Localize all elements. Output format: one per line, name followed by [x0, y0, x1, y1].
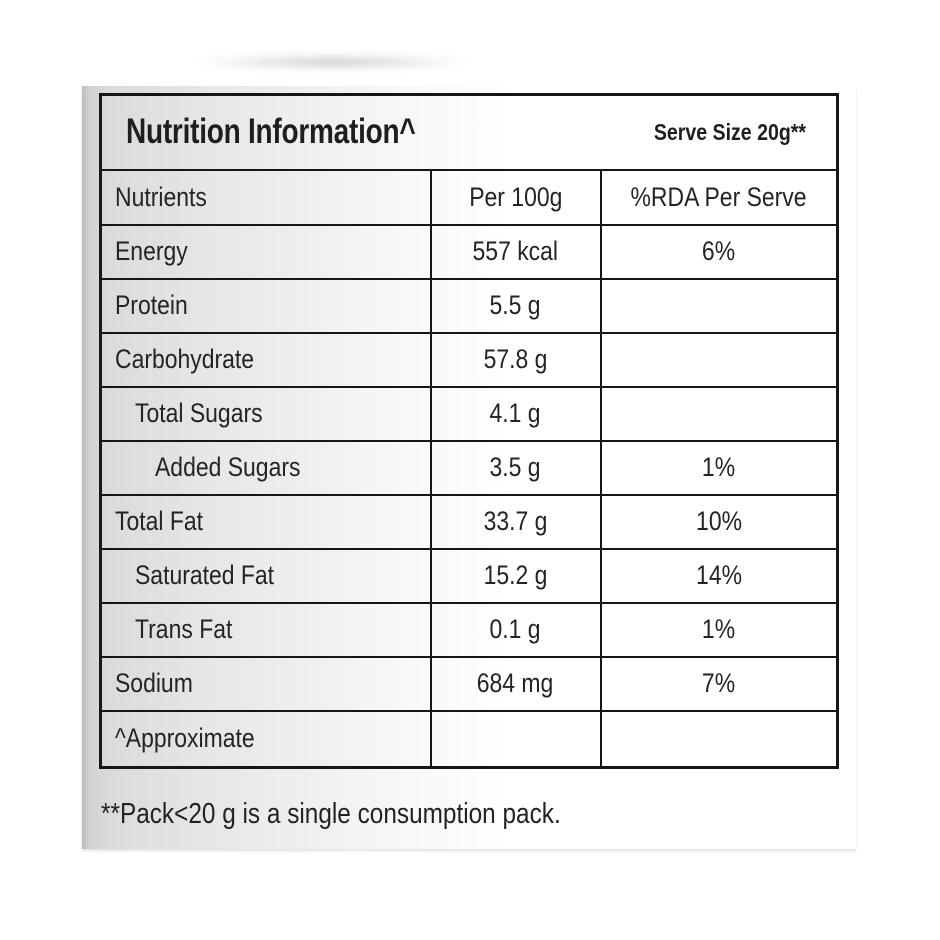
nutrient-label: Total Fat: [99, 494, 432, 550]
rda-value: 10%: [599, 494, 839, 550]
rda-value: 14%: [599, 548, 839, 604]
column-header-nutrients: Nutrients: [99, 169, 432, 226]
serve-size-text: Serve Size 20g**: [653, 118, 806, 145]
approximate-note: ^Approximate: [99, 710, 432, 769]
nutrient-label: Added Sugars: [99, 440, 432, 496]
per-100g-value: 15.2 g: [429, 548, 602, 604]
pack-footnote: **Pack<20 g is a single consumption pack…: [101, 798, 648, 831]
rda-value: 1%: [599, 602, 839, 658]
package-surface: Nutrition Information^ Serve Size 20g** …: [82, 86, 856, 849]
nutrient-label: Saturated Fat: [99, 548, 432, 604]
serve-size-cell: Serve Size 20g**: [600, 94, 838, 171]
table-row-total-sugars: Total Sugars 4.1 g: [99, 386, 839, 442]
nutrient-label: Sodium: [99, 656, 432, 712]
table-title: Nutrition Information^: [126, 112, 416, 152]
nutrition-table: Nutrition Information^ Serve Size 20g** …: [99, 93, 839, 769]
rda-value: 1%: [599, 440, 839, 496]
rda-value: [599, 386, 839, 442]
column-header-row: Nutrients Per 100g %RDA Per Serve: [99, 169, 839, 226]
table-title-cell: Nutrition Information^: [100, 94, 601, 171]
rda-value: 6%: [599, 224, 839, 280]
pack-footnote-text: **Pack<20 g is a single consumption pack…: [101, 798, 561, 830]
per-100g-value: 4.1 g: [429, 386, 602, 442]
per-100g-value: 57.8 g: [429, 332, 602, 388]
nutrient-label: Total Sugars: [99, 386, 432, 442]
per-100g-value: 33.7 g: [429, 494, 602, 550]
rda-value: 7%: [599, 656, 839, 712]
rda-value: [599, 278, 839, 334]
table-row-approximate: ^Approximate: [99, 710, 839, 769]
nutrient-label: Protein: [99, 278, 432, 334]
table-row-sodium: Sodium 684 mg 7%: [99, 656, 839, 712]
nutrient-label: Energy: [99, 224, 432, 280]
per-100g-value: 0.1 g: [429, 602, 602, 658]
table-row-total-fat: Total Fat 33.7 g 10%: [99, 494, 839, 550]
column-header-rda-per-serve: %RDA Per Serve: [599, 169, 839, 226]
per-100g-value: [429, 710, 602, 769]
table-row-saturated-fat: Saturated Fat 15.2 g 14%: [99, 548, 839, 604]
table-row-energy: Energy 557 kcal 6%: [99, 224, 839, 280]
per-100g-value: 3.5 g: [429, 440, 602, 496]
per-100g-value: 5.5 g: [429, 278, 602, 334]
table-title-row: Nutrition Information^ Serve Size 20g**: [100, 94, 838, 171]
table-row-trans-fat: Trans Fat 0.1 g 1%: [99, 602, 839, 658]
table-row-added-sugars: Added Sugars 3.5 g 1%: [99, 440, 839, 496]
rda-value: [599, 332, 839, 388]
table-row-protein: Protein 5.5 g: [99, 278, 839, 334]
nutrient-label: Trans Fat: [99, 602, 432, 658]
nutrient-label: Carbohydrate: [99, 332, 432, 388]
rda-value: [599, 710, 839, 769]
column-header-per-100g: Per 100g: [429, 169, 602, 226]
per-100g-value: 684 mg: [429, 656, 602, 712]
table-row-carbohydrate: Carbohydrate 57.8 g: [99, 332, 839, 388]
package-top-shadow: [138, 52, 528, 72]
per-100g-value: 557 kcal: [429, 224, 602, 280]
